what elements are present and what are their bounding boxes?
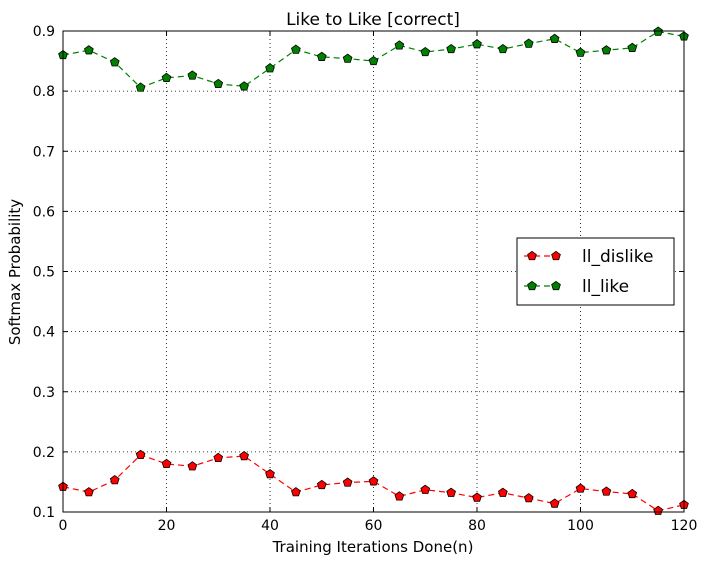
series-layer [58, 26, 689, 515]
data-point-ll_dislike [239, 450, 249, 461]
data-point-ll_like [368, 55, 379, 66]
data-point-ll_dislike [84, 487, 94, 497]
y-tick-label: 0.9 [33, 24, 55, 40]
data-point-ll_dislike [135, 449, 146, 460]
data-point-ll_like [420, 46, 431, 57]
data-point-ll_like [239, 81, 249, 91]
data-point-ll_dislike [523, 493, 534, 503]
y-tick-label: 0.8 [33, 84, 55, 100]
data-point-ll_dislike [265, 469, 275, 479]
data-point-ll_like [575, 47, 586, 57]
x-tick-label: 40 [261, 518, 279, 534]
legend-entries: ll_dislike ll_like [524, 247, 653, 297]
y-tick-label: 0.2 [33, 445, 55, 461]
x-tick-label: 20 [158, 518, 176, 534]
data-point-ll_like [549, 33, 560, 43]
data-point-ll_dislike [472, 492, 482, 502]
data-point-ll_like [161, 72, 172, 83]
data-point-ll_like [342, 53, 353, 63]
axis-ticks: 0 20 40 60 80 100 120 0.1 0.2 0.3 0.4 0.5 0.6 0.7 0.8 0… [33, 24, 698, 534]
data-point-ll_dislike [498, 487, 508, 497]
chart-title: Like to Like [correct] [286, 10, 460, 30]
data-point-ll_like [472, 39, 482, 49]
data-point-ll_like [265, 63, 275, 73]
legend-box [516, 237, 675, 306]
y-tick-label: 0.5 [33, 265, 55, 281]
data-point-ll_like [135, 82, 146, 92]
legend-marker-ll_like [527, 280, 537, 291]
x-axis-label: Training Iterations Done(n) [272, 538, 474, 556]
data-point-ll_dislike [394, 491, 405, 501]
y-tick-label: 0.4 [33, 325, 55, 341]
y-tick-label: 0.7 [33, 144, 55, 160]
data-point-ll_like [498, 43, 508, 54]
data-point-ll_dislike [420, 484, 431, 494]
legend-label-ll_like: ll_like [582, 277, 629, 297]
x-tick-label: 120 [671, 518, 698, 534]
legend-label-ll_dislike: ll_dislike [582, 247, 653, 267]
data-point-ll_like [291, 44, 301, 54]
x-tick-label: 60 [365, 518, 383, 534]
data-point-ll_like [84, 45, 94, 55]
data-point-ll_like [394, 40, 405, 50]
data-point-ll_dislike [653, 505, 663, 515]
data-point-ll_like [627, 42, 638, 52]
data-point-ll_dislike [213, 452, 224, 463]
data-point-ll_dislike [342, 477, 353, 487]
data-point-ll_like [213, 78, 224, 89]
x-tick-label: 100 [567, 518, 594, 534]
data-point-ll_dislike [549, 498, 560, 508]
data-point-ll_dislike [161, 458, 172, 469]
legend: ll_dislike ll_like [516, 237, 675, 306]
y-tick-label: 0.6 [33, 204, 55, 220]
data-point-ll_dislike [368, 476, 379, 486]
data-point-ll_like [316, 51, 327, 61]
data-point-ll_like [109, 57, 120, 67]
data-point-ll_dislike [627, 488, 638, 499]
data-point-ll_dislike [109, 475, 120, 485]
data-point-ll_like [446, 43, 456, 54]
y-tick-label: 0.3 [33, 385, 55, 401]
y-axis-label: Softmax Probability [6, 199, 24, 345]
data-point-ll_dislike [291, 487, 301, 497]
data-point-ll_dislike [575, 483, 586, 493]
x-tick-label: 0 [59, 518, 68, 534]
legend-marker-ll_dislike [551, 250, 561, 261]
data-point-ll_dislike [601, 486, 612, 496]
legend-marker-ll_like [551, 280, 561, 291]
data-point-ll_like [187, 70, 198, 80]
data-point-ll_dislike [446, 487, 456, 497]
data-point-ll_like [523, 38, 534, 48]
data-point-ll_like [601, 45, 612, 55]
data-point-ll_dislike [187, 461, 198, 471]
data-point-ll_dislike [316, 479, 327, 490]
legend-marker-ll_dislike [527, 250, 537, 261]
y-tick-label: 0.1 [33, 505, 55, 521]
x-tick-label: 80 [468, 518, 486, 534]
